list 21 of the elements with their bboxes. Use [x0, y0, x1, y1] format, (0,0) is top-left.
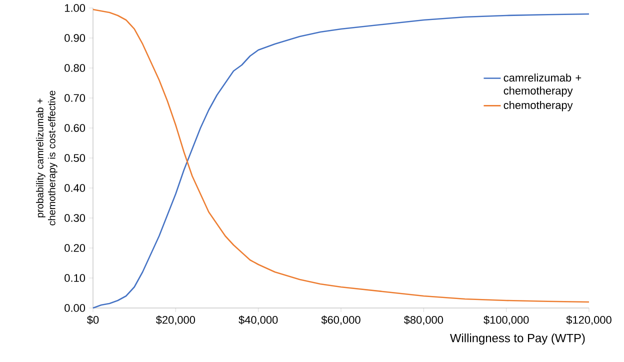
y-tick-label: 0.50	[64, 154, 86, 162]
x-tick-label: $60,000	[321, 316, 360, 326]
y-tick-label: 0.60	[64, 124, 86, 132]
y-tick-label: 0.20	[64, 244, 86, 252]
x-tick-label: $80,000	[404, 316, 444, 326]
y-tick-label: 0.00	[64, 304, 86, 312]
x-tick-label: $100,000	[484, 316, 529, 326]
x-tick-label: $120,000	[566, 316, 612, 326]
x-tick-label: $0	[87, 316, 99, 324]
legend-label: chemotherapy	[504, 100, 573, 112]
y-tick-label: 0.80	[64, 64, 86, 72]
y-tick-label: 1.00	[64, 4, 86, 12]
y-tick-label: 0.10	[64, 274, 86, 282]
x-tick-label: $40,000	[238, 316, 278, 326]
x-tick-label: $20,000	[156, 316, 196, 326]
y-tick-label: 0.40	[64, 184, 86, 192]
x-axis-title: Willingness to Pay (WTP)	[450, 334, 585, 345]
y-tick-label: 0.70	[64, 94, 86, 102]
y-tick-label: 0.90	[64, 34, 86, 42]
y-axis-title: probability camrelizumab + chemotherapy is cost-effective	[36, 90, 58, 226]
y-tick-label: 0.30	[64, 214, 86, 222]
